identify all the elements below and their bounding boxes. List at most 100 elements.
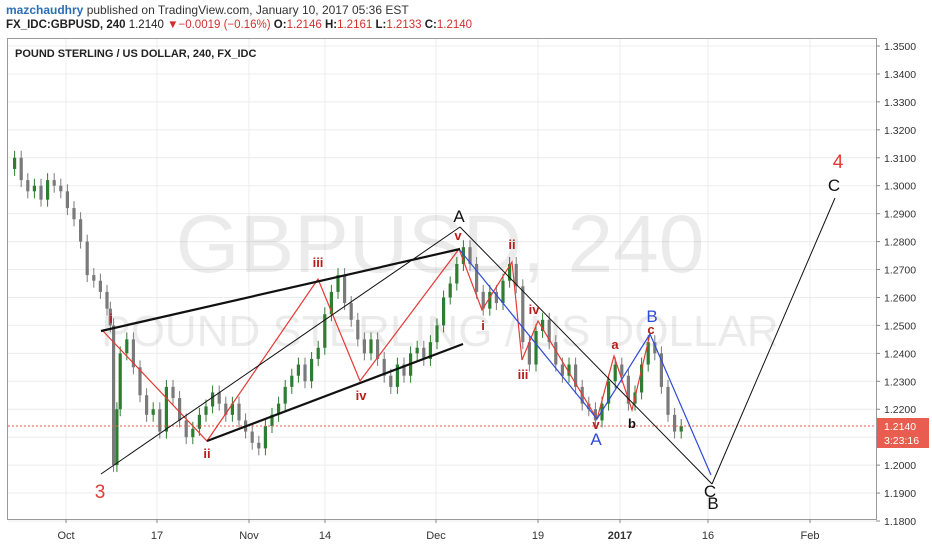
candle-body-44 [283,386,287,404]
candle-body-30 [191,428,195,438]
symbol-label: FX_IDC:GBPUSD, 240 [6,19,126,31]
watermark-symbol: GBPUSD, 240 [176,199,705,290]
open-label: O: [273,19,287,31]
candle-body-95 [620,364,624,376]
candle-body-19 [118,353,122,410]
candle-body-96 [626,375,630,404]
red-label-3: 3 [95,482,106,503]
low-label: L: [375,19,387,31]
open-value: 1.2146 [286,19,322,31]
red-label-ii-1: ii [203,446,210,461]
candle-body-21 [131,339,135,368]
red-label-ii-2: ii [508,237,515,252]
candle-body-67 [435,325,439,343]
channel-lower-line [206,342,464,443]
candle-body-98 [640,364,644,393]
candle-body-64 [415,347,419,354]
candle-body-32 [204,406,208,415]
candle-body-37 [237,403,241,421]
candle-body-84 [547,319,551,343]
candle-body-48 [310,358,314,382]
candle-body-100 [653,342,657,354]
candle-body-43 [277,403,281,415]
candle-body-23 [145,395,149,415]
price-tick-label-3: 1.3200 [884,125,916,137]
candle-body-102 [666,386,670,415]
candle-body-60 [389,375,393,387]
watermark-description: POUND STERLING / US DOLLAR [101,307,778,356]
candle-body-53 [343,275,347,304]
candle-body-13 [92,275,96,281]
candle-body-55 [356,319,360,340]
price-tick-label-4: 1.3100 [884,153,916,165]
price-tick-label-10: 1.2500 [884,320,916,332]
candle-body-57 [369,339,373,354]
author-link[interactable]: mazchaudhry [6,3,84,17]
time-tick-label-2: Nov [239,530,259,542]
candle-body-79 [514,263,518,287]
time-tick-label-6: 2017 [608,530,632,542]
price-tick-label-18: 1.1800 [884,516,916,528]
price-change: −0.0019 (−0.16%) [178,19,271,31]
candle-body-51 [329,291,333,315]
candle-body-104 [679,426,683,432]
publish-header: mazchaudhry published on TradingView.com… [0,0,932,36]
candle-body-27 [171,386,175,399]
price-badge-value: 1.2140 [884,421,916,433]
time-axis: Oct 17 Nov 14 Dec 19 2017 16 Feb [57,519,819,542]
price-tick-label-2: 1.3300 [884,97,916,109]
candle-body-28 [178,398,182,421]
candle-body-6 [46,180,50,200]
black-label-a: A [453,207,465,226]
black-wave-c-line [459,226,713,485]
publish-info: published on TradingView.com, January 10… [83,3,409,17]
candle-body-80 [521,286,525,343]
black-wave-4-line [711,197,836,485]
down-arrow-icon: ▼ [167,19,179,31]
countdown-badge-value: 3:23:16 [884,435,919,447]
candle-body-75 [488,291,492,309]
candle-body-17 [112,325,116,466]
candle-body-74 [481,291,485,309]
candle-body-78 [508,263,512,281]
price-tick-label-6: 1.2900 [884,209,916,221]
blue-label-a: A [590,430,602,449]
candle-body-85 [554,342,558,365]
candle-body-29 [184,420,188,438]
candle-body-83 [541,319,545,331]
chart-legend-title: POUND STERLING / US DOLLAR, 240, FX_IDC [15,48,257,60]
candle-body-47 [303,364,307,382]
blue-wave-abc [458,248,712,476]
red-label-iv-1: iv [356,388,368,403]
candle-body-61 [395,364,399,387]
red-wave-abc [596,333,651,420]
candle-body-24 [151,409,155,415]
candle-body-42 [270,414,274,426]
candle-body-20 [125,339,129,354]
candle-body-25 [158,409,162,432]
candle-body-2 [19,157,23,181]
black-label-c: C [704,482,716,501]
candle-body-86 [560,364,564,376]
candle-body-50 [323,314,327,348]
time-tick-label-0: Oct [57,530,74,542]
candle-body-103 [673,414,677,432]
price-badge-bg [877,418,929,433]
price-tick-label-1: 1.3400 [884,69,916,81]
candle-body-9 [65,191,69,209]
candle-body-82 [534,331,538,365]
candle-body-81 [527,342,531,365]
candle-body-58 [376,339,380,359]
red-label-4: 4 [833,152,844,173]
candle-body-76 [494,291,498,304]
price-tick-label-5: 1.3000 [884,181,916,193]
candle-body-77 [501,280,505,304]
candle-body-99 [646,342,650,365]
candle-body-33 [211,392,215,407]
candle-body-18 [115,409,119,466]
candle-body-45 [290,375,294,387]
chart-frame[interactable] [7,38,877,520]
close-value: 1.2140 [436,19,473,31]
